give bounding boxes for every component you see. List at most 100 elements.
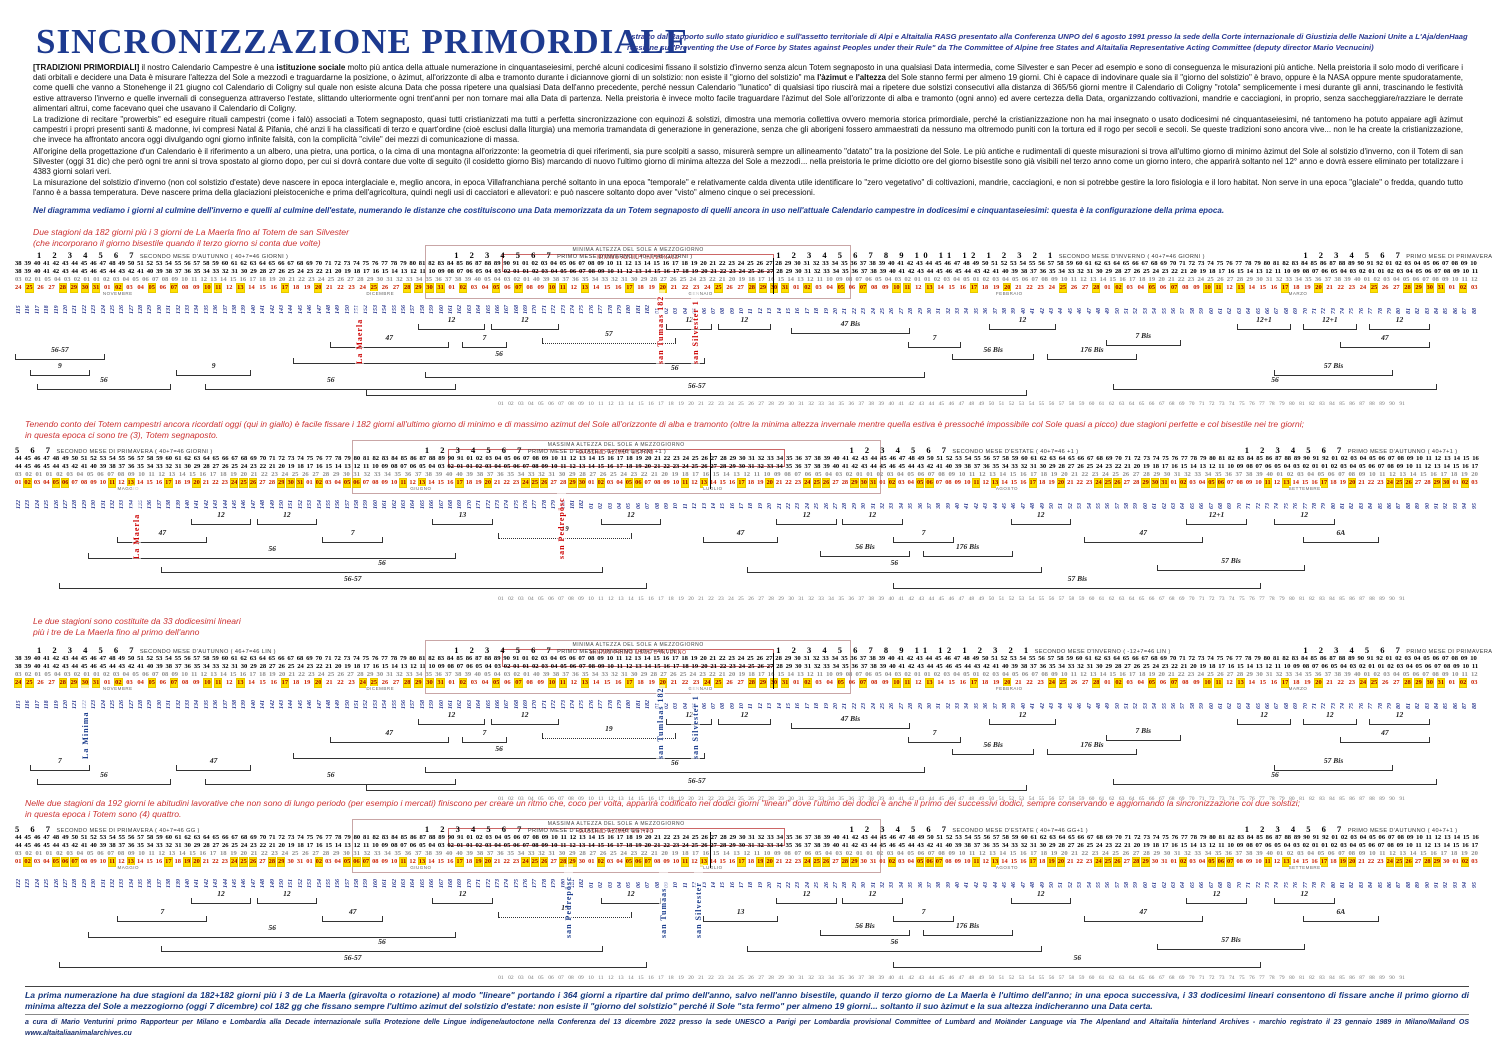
paragraph-3: All'origine della progettazione d'un Cal… bbox=[33, 146, 1463, 177]
totem-day: 05 bbox=[1147, 283, 1157, 293]
band-1-day-count-row: 38 39 40 41 42 43 44 45 46 47 48 49 50 51 52 53 54 55 56 57… bbox=[15, 260, 1477, 267]
band-4-bracket-7: 7 bbox=[893, 908, 954, 922]
totem-day: 02 bbox=[803, 283, 812, 293]
totem-day: 07 bbox=[169, 283, 179, 293]
band-3-month-name: gennaio bbox=[688, 686, 713, 691]
band-1-caption-line: (che incorporano il giorno bisestile qua… bbox=[33, 237, 321, 248]
band-2-bracket-47: 47 bbox=[1083, 529, 1203, 543]
band-1-offset-row: 03 02 01 05 04 03 02 01 01 02 03 04 05 06 07 08 09 10 11 12… bbox=[15, 276, 1478, 283]
bracket-label: 57 bbox=[603, 329, 615, 338]
band-4-month-name: luglio bbox=[703, 865, 723, 870]
band-3-bottom-count-row: 01 02 03 04 05 06 07 08 09 10 11 12 13 14 15 16 17 18 19 20… bbox=[498, 796, 1405, 802]
totem-day: 31 bbox=[91, 283, 101, 293]
band-1-bracket-12+1: 12+1 bbox=[1303, 316, 1357, 330]
totem-day: 13 bbox=[417, 857, 427, 867]
totem-day: 05 bbox=[342, 857, 352, 867]
totem-day: 06 bbox=[60, 478, 70, 488]
totem-day: 31 bbox=[1436, 678, 1446, 688]
totem-day: 25 bbox=[369, 678, 379, 688]
totem-day: 29 bbox=[758, 283, 768, 293]
bracket-label: 12 bbox=[1258, 710, 1270, 719]
totem-day: 07 bbox=[934, 857, 944, 867]
band-3-bracket-12: 12 bbox=[490, 711, 559, 725]
totem-day: 05 bbox=[624, 478, 634, 488]
bracket-label: 56 bbox=[493, 744, 505, 753]
band-1-season-divider bbox=[773, 258, 775, 294]
totem-day: 29 bbox=[1414, 678, 1423, 688]
bracket-label: 12 bbox=[683, 710, 696, 719]
band-2-bracket-56-Bis: 56 Bis bbox=[820, 543, 911, 557]
band-3-caption-line: Le due stagioni sono costituite da 33 do… bbox=[33, 616, 241, 626]
bracket-label: 7 bbox=[56, 756, 64, 765]
band-1-week-digits: 1 2 3 4 5 6 7 8 9 10 11 12 1 2 3 2 1 bbox=[776, 250, 1057, 260]
band-1-bracket-12: 12 bbox=[417, 316, 486, 330]
bracket-label: 47 bbox=[207, 756, 220, 765]
totem-day: 07 bbox=[514, 678, 523, 688]
totem-day: 28 bbox=[1423, 857, 1432, 867]
band-4-bracket-12: 12 bbox=[842, 890, 903, 904]
totem-day: 17 bbox=[969, 283, 979, 293]
bracket-label: 13 bbox=[734, 907, 747, 916]
totem-day: 17 bbox=[1319, 857, 1329, 867]
totem-day: 10 bbox=[892, 678, 901, 688]
band-2-month-label: PRIMO MESE D'AUTUNNO ( 40+7+1 ) bbox=[1345, 449, 1458, 455]
totem-day: 25 bbox=[714, 283, 723, 293]
totem-day: 30 bbox=[80, 283, 90, 293]
band-2-month-header-4: 1 2 3 4 5 6 7 PRIMO MESE D'AUTUNNO ( 40+… bbox=[1245, 445, 1458, 455]
band-1-bracket-9: 9 bbox=[29, 362, 91, 376]
totem-day: 26 bbox=[821, 478, 831, 488]
totem-day: 30 bbox=[1425, 283, 1434, 293]
totem-day: 20 bbox=[1347, 857, 1357, 867]
band-4-totem-label-san-silvester: san Silvester bbox=[694, 864, 704, 938]
band-3-bracket-12: 12 bbox=[988, 711, 1057, 725]
diagram-intro-note: Nel diagramma vediamo i giorni al culmin… bbox=[33, 206, 1225, 215]
totem-day: 26 bbox=[539, 857, 549, 867]
band-2-month-name: agosto bbox=[995, 486, 1019, 491]
totem-day: 19 bbox=[474, 857, 483, 867]
totem-day: 02 bbox=[114, 678, 123, 688]
bracket-label: 56 bbox=[98, 375, 110, 384]
band-3-interval-brackets: 12 12 12 12 47 Bis 12 12 12 12 47 7 19 7 7 Bis 47 56 56 … bbox=[15, 710, 1479, 793]
totem-day: 05 bbox=[624, 857, 634, 867]
band-2-month-name: luglio bbox=[703, 486, 723, 491]
totem-day: 28 bbox=[1403, 678, 1412, 688]
bracket-label: 57 Bis bbox=[1321, 756, 1346, 765]
bracket-label: 56 Bis bbox=[853, 921, 877, 930]
bracket-label: 56 bbox=[493, 349, 505, 358]
bracket-label: 12 bbox=[518, 710, 531, 719]
totem-day: 06 bbox=[352, 857, 361, 867]
band-4-bracket-7: 7 bbox=[117, 908, 208, 922]
totem-day: 06 bbox=[634, 857, 643, 867]
band-1-month-name: febbraio bbox=[995, 291, 1023, 296]
totem-day: 11 bbox=[399, 857, 408, 867]
bracket-label: 56 bbox=[669, 758, 681, 767]
totem-day: 31 bbox=[780, 283, 790, 293]
body-text: [TRADIZIONI PRIMORDIALI] il nostro Calen… bbox=[33, 63, 1463, 200]
band-3-month-header-1: 1 2 3 4 5 6 7 SECONDO MESE D'AUTUNNO ( 4… bbox=[37, 645, 276, 655]
band-3-header-top-title: MINIMA ALTEZZA DEL SOLE A MEZZOGIORNO bbox=[572, 642, 704, 648]
totem-day: 06 bbox=[1216, 478, 1226, 488]
band-4-bottom-count-row: 01 02 03 04 05 06 07 08 09 10 11 12 13 14 15 16 17 18 19 20… bbox=[498, 975, 1405, 981]
band-2-header-inner-title: MASSIMO AZIMUT ESTIVO bbox=[447, 449, 785, 467]
totem-day: 28 bbox=[402, 283, 412, 293]
band-3-month-header-2: 1 2 3 4 5 6 7 PRIMO MESE D'INVERNO ( 40+… bbox=[454, 645, 680, 655]
band-1-solstice-header: MINIMA ALTEZZA DEL SOLE A MEZZOGIORNO MIN… bbox=[424, 245, 852, 299]
band-1-month-header-1: 1 2 3 4 5 6 7 SECONDO MESE D'AUTUNNO ( 4… bbox=[37, 250, 288, 260]
totem-day: 07 bbox=[1225, 857, 1235, 867]
totem-day: 29 bbox=[414, 283, 423, 293]
bracket-label: 12 bbox=[1035, 889, 1047, 898]
band-3-bracket-12: 12 bbox=[1369, 711, 1430, 725]
totem-day: 02 bbox=[1114, 678, 1123, 688]
band-4-calendar-date-row: 01 02 03 04 05 06 07 08 09 10 11 12 13 14 15 16 17 18 19 20… bbox=[15, 857, 1478, 867]
totem-day: 20 bbox=[658, 283, 668, 293]
band-1-caption: Due stagioni da 182 giorni più i 3 giorn… bbox=[33, 227, 1493, 248]
totem-day: 29 bbox=[1414, 283, 1423, 293]
band-3-bracket-56-57: 56-57 bbox=[366, 777, 1028, 791]
band-2-solstice-header: MASSIMA ALTEZZA DEL SOLE A MEZZOGIORNO MA… bbox=[351, 440, 881, 494]
totem-day: 02 bbox=[1178, 478, 1188, 488]
totem-day: 17 bbox=[280, 283, 290, 293]
band-2-bracket-56: 56 bbox=[88, 545, 457, 559]
page-title: SINCRONIZZAZIONE PRIMORDIALE bbox=[36, 22, 690, 61]
totem-day: 06 bbox=[925, 857, 934, 867]
band-1-bracket-12: 12 bbox=[988, 316, 1057, 330]
